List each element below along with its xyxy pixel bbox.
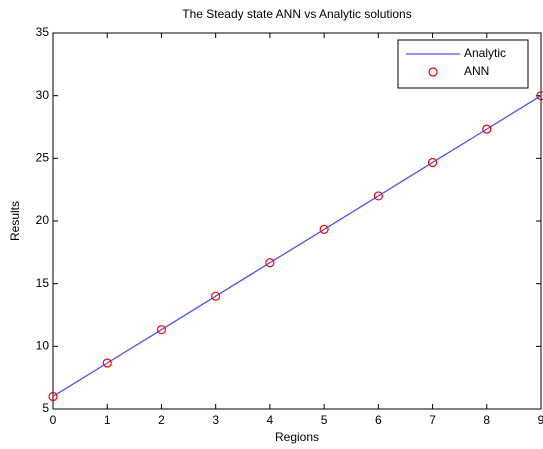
y-tick-label: 30 bbox=[36, 88, 50, 102]
y-tick-label: 35 bbox=[36, 25, 50, 39]
data-point bbox=[427, 157, 438, 168]
x-tick-label: 8 bbox=[483, 413, 490, 427]
data-point bbox=[536, 91, 543, 101]
y-tick-label: 25 bbox=[36, 151, 50, 165]
data-point bbox=[373, 191, 383, 201]
data-point bbox=[319, 224, 329, 234]
legend-swatch bbox=[428, 67, 438, 77]
x-tick-label: 2 bbox=[158, 413, 165, 427]
y-tick-label: 15 bbox=[36, 276, 50, 290]
chart-title: The Steady state ANN vs Analytic solutio… bbox=[182, 7, 411, 21]
y-tick-label: 10 bbox=[36, 339, 50, 353]
x-tick-label: 3 bbox=[212, 413, 219, 427]
plot-area bbox=[52, 32, 542, 410]
data-point bbox=[156, 325, 167, 335]
data-point bbox=[265, 258, 275, 268]
y-tick-label: 20 bbox=[36, 213, 50, 227]
x-tick-label: 6 bbox=[375, 413, 382, 427]
data-point bbox=[102, 358, 112, 368]
x-axis-label: Regions bbox=[275, 430, 319, 444]
legend-label: ANN bbox=[464, 64, 489, 78]
x-tick-label: 9 bbox=[538, 413, 543, 427]
data-point bbox=[211, 291, 221, 301]
x-tick-label: 0 bbox=[50, 413, 57, 427]
x-tick-label: 4 bbox=[267, 413, 274, 427]
y-axis-label: Results bbox=[8, 201, 22, 241]
data-point bbox=[48, 391, 58, 402]
data-point bbox=[482, 124, 492, 134]
x-tick-label: 5 bbox=[321, 413, 328, 427]
legend-label: Analytic bbox=[464, 46, 506, 60]
series-line bbox=[52, 95, 542, 398]
y-tick-label: 5 bbox=[42, 401, 49, 415]
x-tick-label: 1 bbox=[104, 413, 111, 427]
x-tick-label: 7 bbox=[429, 413, 436, 427]
legend-box bbox=[397, 39, 529, 89]
